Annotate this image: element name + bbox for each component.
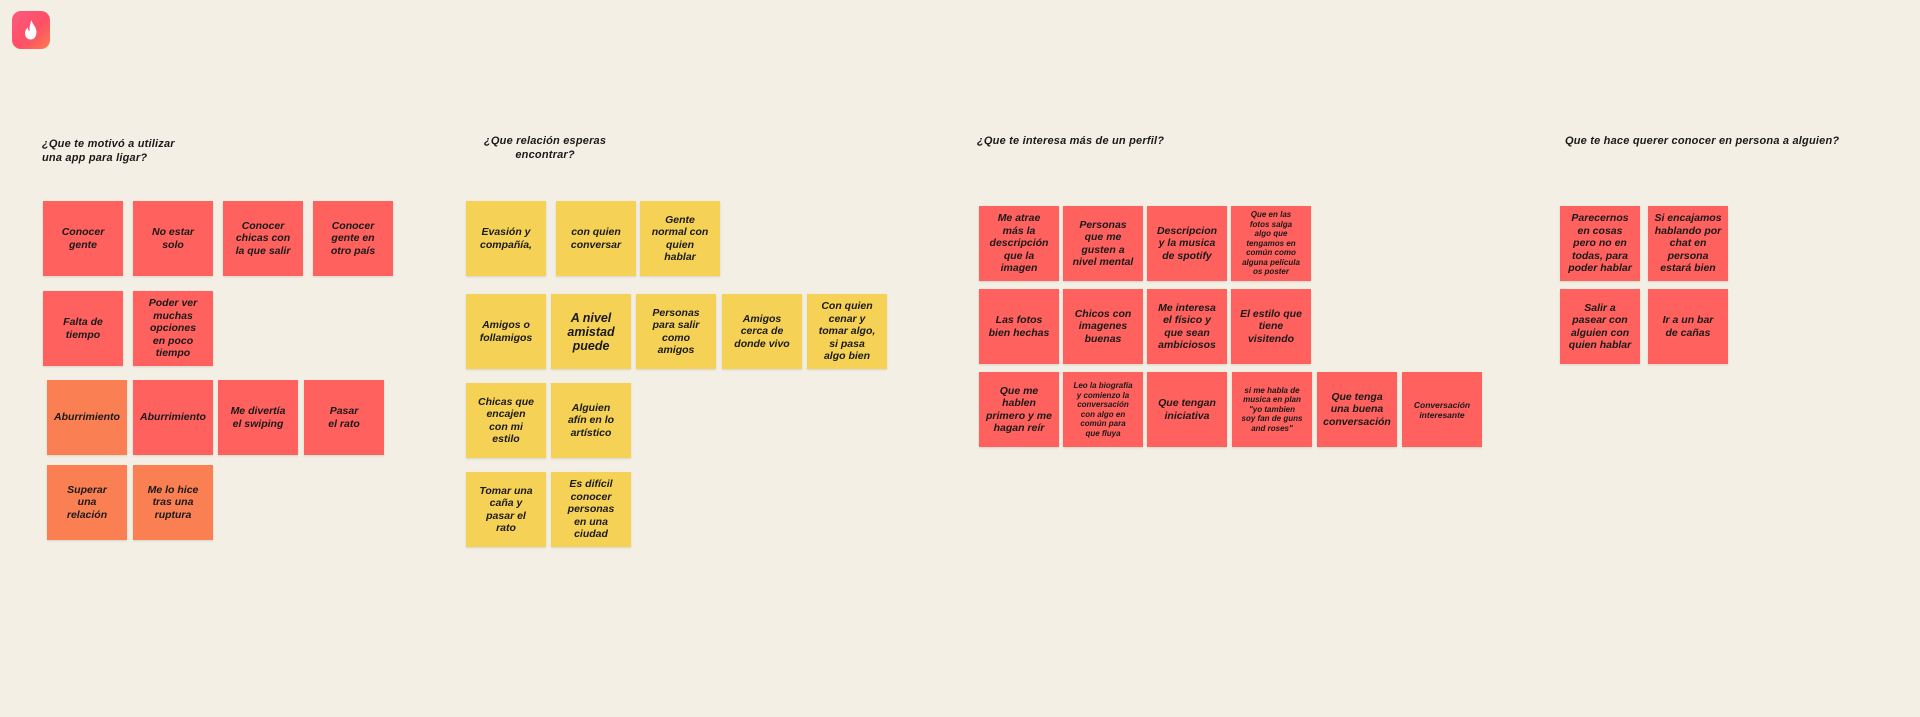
sticky-note[interactable]: Chicas que encajen con mi estilo [466, 383, 546, 458]
question-heading-relationship: ¿Que relación esperas encontrar? [484, 135, 607, 161]
sticky-note[interactable]: Me atrae más la descripción que la image… [979, 206, 1059, 281]
question-heading-meet: Que te hace querer conocer en persona a … [1565, 135, 1840, 147]
tinder-logo[interactable] [12, 11, 50, 49]
sticky-note[interactable]: Personas para salir como amigos [636, 294, 716, 369]
sticky-note[interactable]: Las fotos bien hechas [979, 289, 1059, 364]
sticky-note[interactable]: Descripcion y la musica de spotify [1147, 206, 1227, 281]
sticky-note[interactable]: Conocer gente en otro país [313, 201, 393, 276]
sticky-note[interactable]: Tomar una caña y pasar el rato [466, 472, 546, 547]
sticky-note[interactable]: Personas que me gusten a nivel mental [1063, 206, 1143, 281]
sticky-note[interactable]: Que me hablen primero y me hagan reír [979, 372, 1059, 447]
sticky-note[interactable]: Si encajamos hablando por chat en person… [1648, 206, 1728, 281]
sticky-note[interactable]: Con quien cenar y tomar algo, si pasa al… [807, 294, 887, 369]
sticky-note[interactable]: Leo la biografía y comienzo la conversac… [1063, 372, 1143, 447]
sticky-note[interactable]: Que tengan iniciativa [1147, 372, 1227, 447]
question-heading-profile: ¿Que te interesa más de un perfil? [977, 135, 1165, 147]
sticky-note[interactable]: Que en las fotos salga algo que tengamos… [1231, 206, 1311, 281]
sticky-note[interactable]: El estilo que tiene visitendo [1231, 289, 1311, 364]
sticky-note[interactable]: Gente normal con quien hablar [640, 201, 720, 276]
sticky-note[interactable]: Amigos cerca de donde vivo [722, 294, 802, 369]
sticky-note[interactable]: Conocer chicas con la que salir [223, 201, 303, 276]
sticky-note[interactable]: Pasar el rato [304, 380, 384, 455]
sticky-note[interactable]: con quien conversar [556, 201, 636, 276]
sticky-note[interactable]: Me divertía el swiping [218, 380, 298, 455]
sticky-note[interactable]: Amigos o follamigos [466, 294, 546, 369]
sticky-note[interactable]: A nivel amistad puede [551, 294, 631, 369]
sticky-note[interactable]: Evasión y compañía, [466, 201, 546, 276]
sticky-note[interactable]: Me interesa el físico y que sean ambicio… [1147, 289, 1227, 364]
sticky-note[interactable]: Chicos con imagenes buenas [1063, 289, 1143, 364]
sticky-note[interactable]: Falta de tiempo [43, 291, 123, 366]
sticky-note[interactable]: Aburrimiento [47, 380, 127, 455]
question-heading-motivation: ¿Que te motivó a utilizar una app para l… [42, 138, 175, 164]
sticky-note[interactable]: Poder ver muchas opciones en poco tiempo [133, 291, 213, 366]
sticky-note[interactable]: Conocer gente [43, 201, 123, 276]
flame-icon [25, 20, 37, 40]
sticky-note[interactable]: Ir a un bar de cañas [1648, 289, 1728, 364]
sticky-note[interactable]: si me habla de musica en plan "yo tambie… [1232, 372, 1312, 447]
sticky-note[interactable]: Aburrimiento [133, 380, 213, 455]
sticky-note[interactable]: Alguien afín en lo artístico [551, 383, 631, 458]
sticky-note[interactable]: Salir a pasear con alguien con quien hab… [1560, 289, 1640, 364]
sticky-note[interactable]: Que tenga una buena conversación [1317, 372, 1397, 447]
sticky-note[interactable]: Conversación interesante [1402, 372, 1482, 447]
sticky-note[interactable]: Es difícil conocer personas en una ciuda… [551, 472, 631, 547]
sticky-note[interactable]: No estar solo [133, 201, 213, 276]
sticky-note[interactable]: Parecernos en cosas pero no en todas, pa… [1560, 206, 1640, 281]
sticky-note[interactable]: Superar una relación [47, 465, 127, 540]
sticky-note[interactable]: Me lo hice tras una ruptura [133, 465, 213, 540]
